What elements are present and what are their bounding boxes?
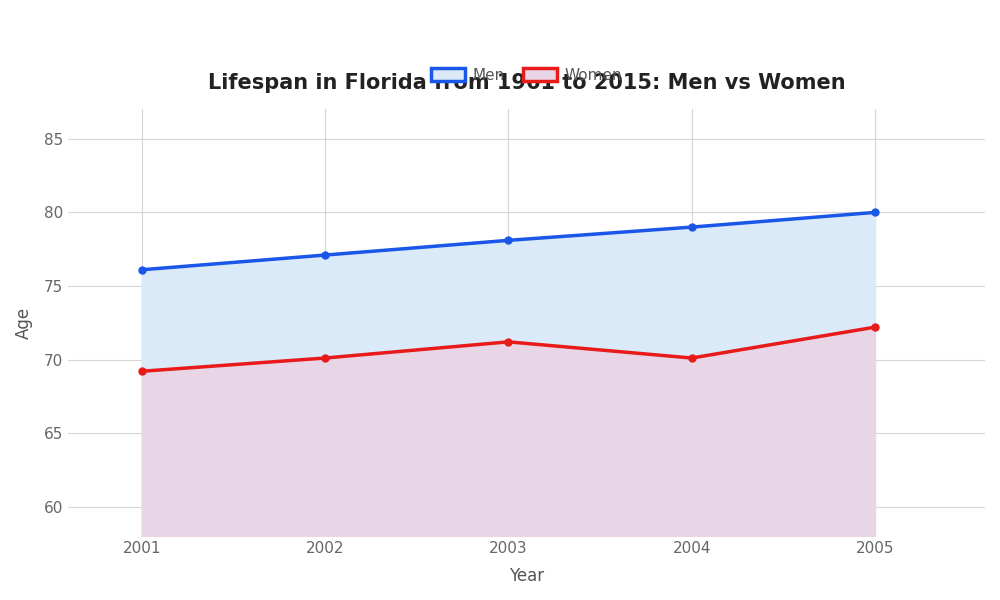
Legend: Men, Women: Men, Women: [425, 62, 628, 89]
Y-axis label: Age: Age: [15, 307, 33, 339]
X-axis label: Year: Year: [509, 567, 544, 585]
Title: Lifespan in Florida from 1961 to 2015: Men vs Women: Lifespan in Florida from 1961 to 2015: M…: [208, 73, 845, 92]
